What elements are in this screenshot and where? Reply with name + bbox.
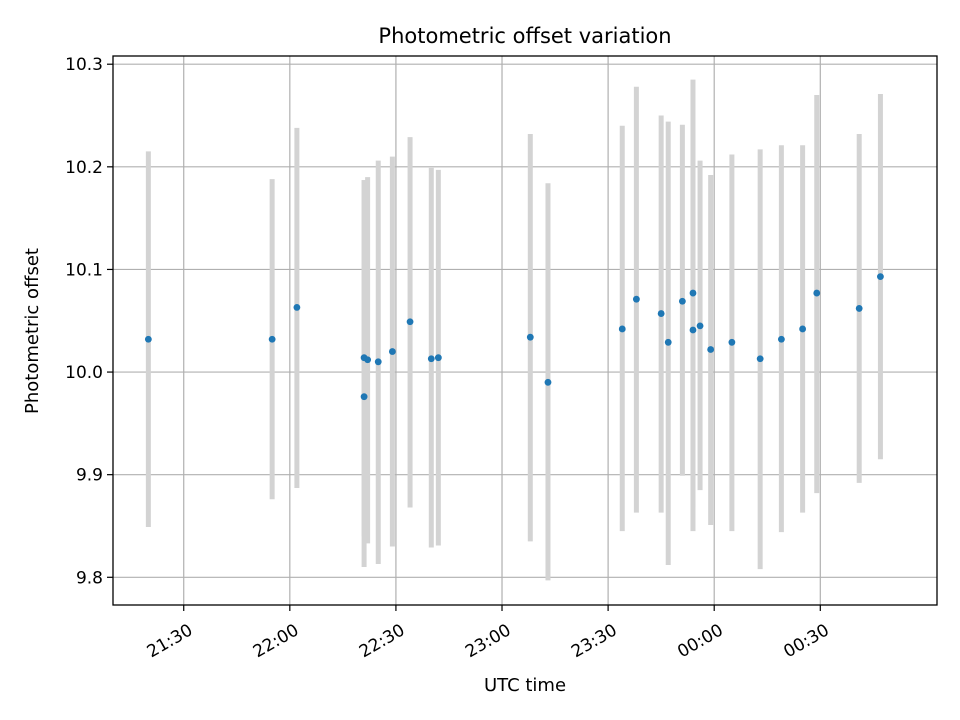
data-point (855, 305, 863, 312)
y-tick-label: 10.1 (65, 260, 103, 280)
data-point (696, 322, 704, 330)
chart-title: Photometric offset variation (378, 24, 671, 48)
plot-frame (112, 55, 938, 606)
y-tick-label: 10.3 (65, 55, 103, 75)
data-point (728, 338, 736, 346)
x-tick-label: 22:00 (250, 620, 302, 662)
data-point (618, 325, 626, 333)
grid (113, 56, 937, 605)
x-tick-label: 00:30 (780, 620, 832, 662)
data-point (657, 310, 665, 317)
data-point (632, 295, 640, 303)
data-point (678, 297, 686, 305)
data-point (689, 289, 697, 297)
data-point (777, 335, 785, 343)
data-point (799, 325, 807, 333)
x-tick-label: 23:00 (462, 620, 514, 662)
y-tick-label: 10.2 (65, 158, 103, 178)
y-axis-title: Photometric offset (22, 248, 43, 414)
y-axis-ticks: 9.8 9.9 10.0 10.1 10.2 10.3 (65, 55, 113, 588)
x-tick-label: 00:00 (674, 620, 726, 662)
data-point (427, 355, 435, 363)
data-point (813, 289, 821, 297)
data-point (877, 273, 884, 281)
data-point (388, 348, 396, 355)
y-tick-label: 9.9 (76, 466, 103, 486)
x-axis-ticks: 21:30 22:00 22:30 23:00 23:30 00:00 00:30 (144, 605, 833, 662)
data-point (689, 326, 697, 334)
data-point (526, 333, 534, 341)
x-tick-label: 21:30 (144, 620, 196, 662)
errorbars (145, 79, 883, 581)
x-tick-label: 22:30 (356, 620, 408, 662)
x-axis-title: UTC time (484, 675, 566, 696)
data-points (144, 273, 884, 401)
data-point (364, 356, 372, 364)
data-point (360, 393, 368, 401)
data-point (664, 338, 672, 346)
y-tick-label: 9.8 (76, 568, 103, 588)
data-point (756, 355, 764, 363)
x-tick-label: 23:30 (568, 620, 620, 662)
y-tick-label: 10.0 (65, 363, 103, 383)
data-point (544, 378, 552, 386)
data-point (268, 335, 276, 343)
data-point (434, 354, 442, 362)
data-point (707, 346, 715, 353)
data-point (144, 335, 152, 343)
data-point (293, 304, 301, 311)
data-point (406, 318, 414, 326)
data-point (374, 358, 382, 366)
